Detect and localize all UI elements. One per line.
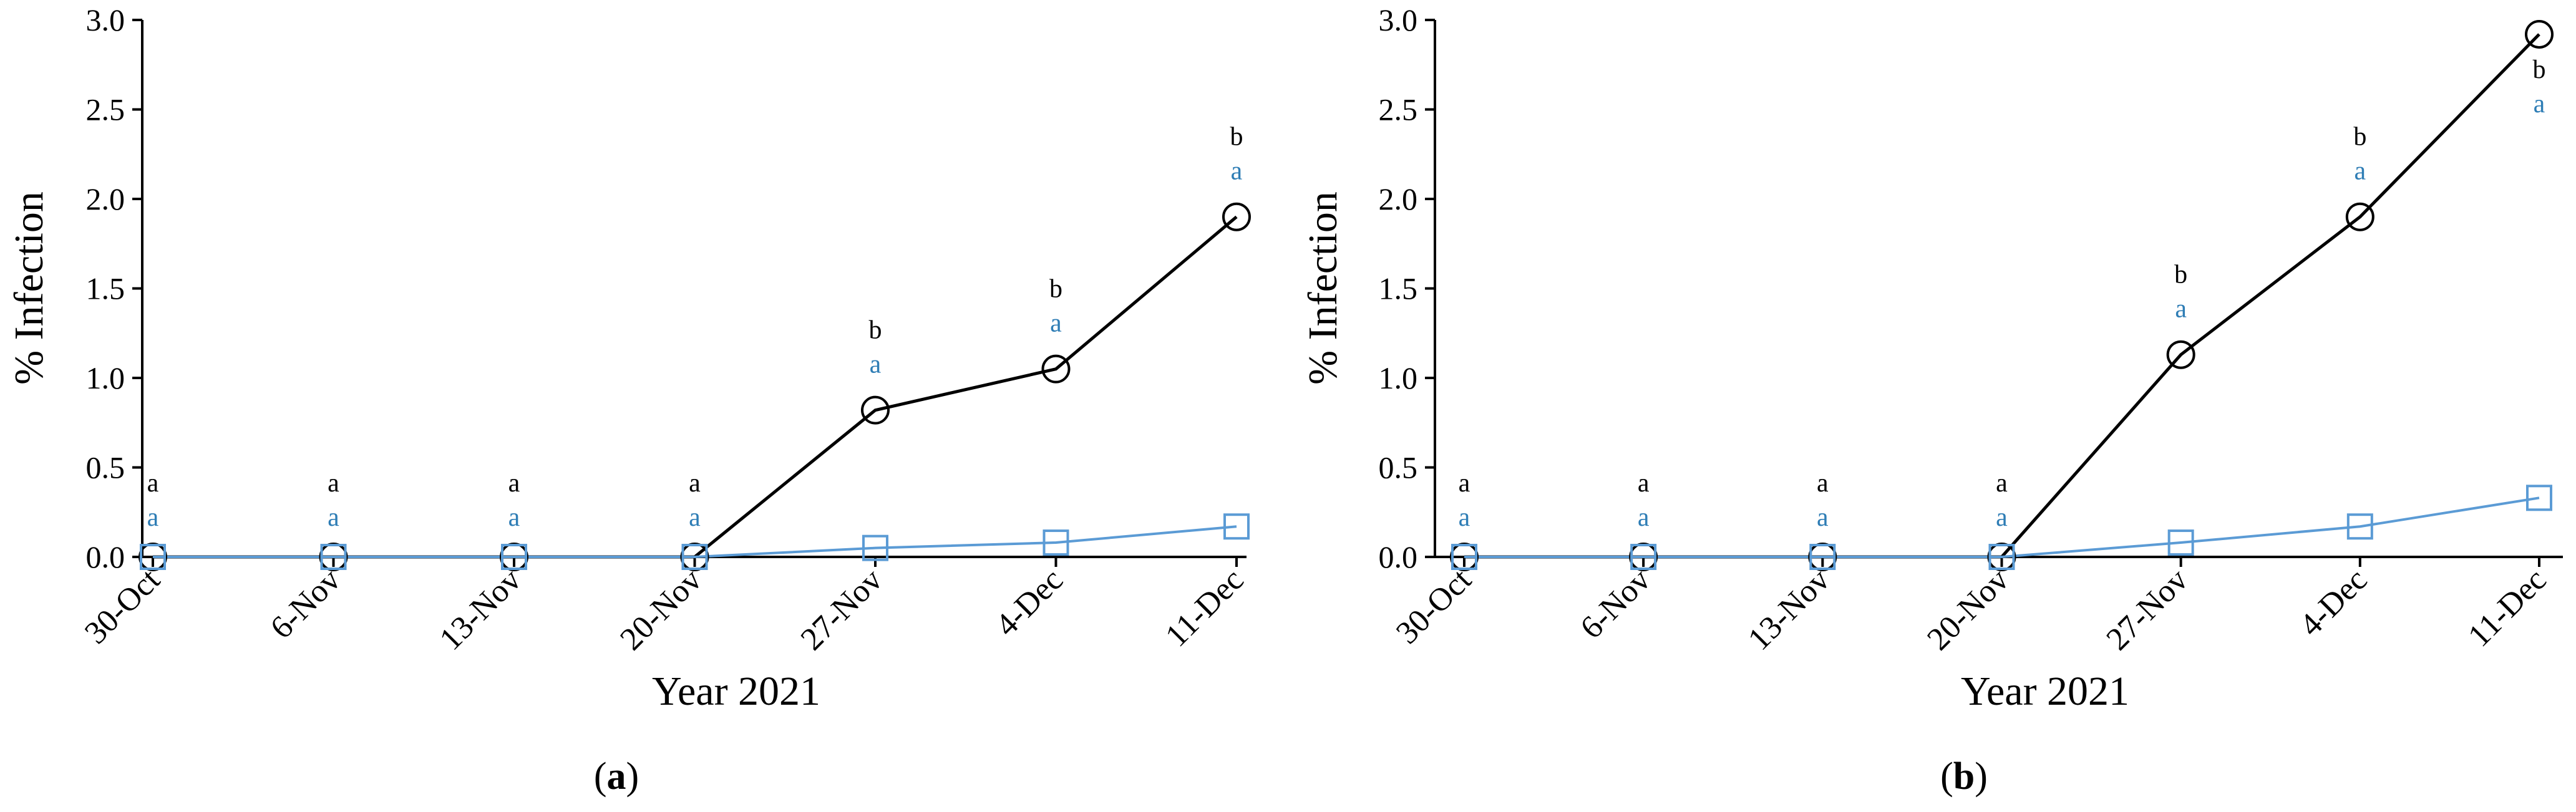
data-point-circle: [1222, 202, 1251, 231]
y-tick-label: 1.5: [86, 271, 125, 306]
x-axis-title: Year 2021: [1961, 669, 2129, 714]
y-tick-label: 0.5: [1379, 450, 1418, 485]
data-point-square: [501, 544, 527, 570]
data-point-square: [681, 544, 708, 570]
y-tick-label: 0.0: [86, 539, 125, 574]
significance-letter-top: a: [689, 469, 701, 498]
significance-letter-bottom: a: [1817, 503, 1829, 532]
significance-letter-bottom: a: [1459, 503, 1470, 532]
significance-letter-top: b: [1230, 123, 1243, 152]
significance-letter-bottom: a: [328, 503, 339, 532]
data-point-square: [1043, 529, 1069, 556]
panel-label-a: (a): [594, 755, 639, 798]
y-tick-label: 2.0: [1379, 181, 1418, 216]
data-point-circle: [2166, 340, 2195, 369]
y-tick-label: 1.5: [1379, 271, 1418, 306]
significance-letter-top: b: [2353, 123, 2366, 152]
significance-letter-top: b: [1049, 275, 1062, 304]
significance-letter-bottom: a: [1231, 157, 1243, 186]
panel-label-b: (b): [1940, 755, 1988, 798]
significance-letter-bottom: a: [689, 503, 701, 532]
significance-letter-top: b: [2174, 261, 2187, 289]
y-tick-label: 3.0: [86, 2, 125, 37]
y-axis-title: % Infection: [1300, 191, 1346, 385]
significance-letter-top: a: [1459, 469, 1470, 498]
significance-letter-bottom: a: [508, 503, 520, 532]
significance-letter-top: a: [508, 469, 520, 498]
data-point-square: [2346, 513, 2373, 540]
y-axis-title: % Infection: [6, 191, 52, 385]
significance-letter-bottom: a: [2355, 157, 2366, 186]
significance-letter-bottom: a: [2175, 295, 2187, 324]
data-point-circle: [2525, 19, 2554, 49]
data-point-circle: [2345, 202, 2374, 231]
data-point-square: [1630, 544, 1657, 570]
y-tick-label: 2.0: [86, 181, 125, 216]
y-tick-label: 2.5: [1379, 92, 1418, 127]
data-point-circle: [1041, 354, 1071, 384]
significance-letter-top: a: [1996, 469, 2008, 498]
data-point-square: [1988, 544, 2015, 570]
significance-letter-top: b: [869, 316, 882, 345]
data-point-square: [140, 544, 166, 570]
significance-letter-bottom: a: [1638, 503, 1650, 532]
data-point-square: [1809, 544, 1836, 570]
significance-letter-top: a: [1817, 469, 1829, 498]
significance-letter-bottom: a: [870, 350, 882, 379]
data-point-circle: [861, 395, 890, 425]
data-point-square: [2167, 529, 2194, 556]
x-axis-title: Year 2021: [652, 669, 820, 714]
significance-letter-bottom: a: [2534, 90, 2545, 118]
data-point-square: [2526, 485, 2552, 511]
y-tick-label: 2.5: [86, 92, 125, 127]
y-tick-label: 0.0: [1379, 539, 1418, 574]
data-point-square: [320, 544, 347, 570]
y-tick-label: 1.0: [1379, 360, 1418, 395]
y-tick-label: 1.0: [86, 360, 125, 395]
significance-letter-top: a: [147, 469, 159, 498]
data-point-square: [1223, 513, 1250, 540]
data-point-square: [1451, 544, 1477, 570]
series-line-square: [153, 525, 1237, 558]
significance-letter-bottom: a: [1996, 503, 2008, 532]
data-point-square: [862, 534, 888, 561]
significance-letter-bottom: a: [147, 503, 159, 532]
y-tick-label: 0.5: [86, 450, 125, 485]
significance-letter-bottom: a: [1050, 309, 1062, 338]
significance-letter-top: a: [1638, 469, 1650, 498]
series-line-square: [1464, 496, 2540, 558]
y-tick-label: 3.0: [1379, 2, 1418, 37]
significance-letter-top: a: [328, 469, 339, 498]
significance-letter-top: b: [2533, 56, 2546, 84]
